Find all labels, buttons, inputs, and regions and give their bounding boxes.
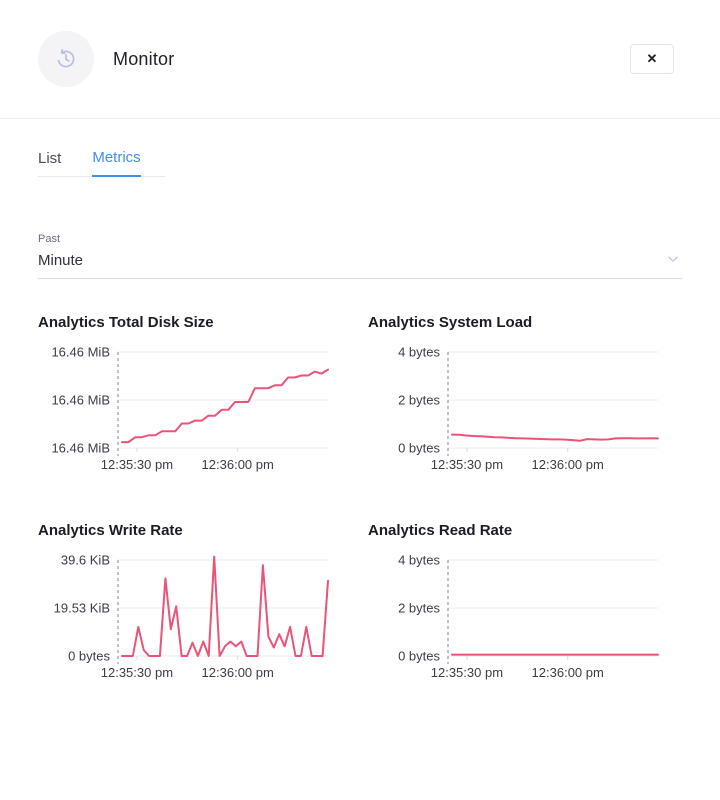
x-axis-tick-label: 12:36:00 pm xyxy=(202,665,274,680)
tab-bar: List Metrics xyxy=(38,149,165,177)
chart-system-load: Analytics System Load 4 bytes 2 bytes 0 by… xyxy=(368,314,660,480)
x-axis-tick-label: 12:35:30 pm xyxy=(431,457,503,472)
chart-title: Analytics System Load xyxy=(368,314,533,331)
y-axis-tick-label: 4 bytes xyxy=(398,553,440,568)
y-axis-tick-label: 4 bytes xyxy=(398,345,440,360)
x-axis-tick-label: 12:35:30 pm xyxy=(101,665,173,680)
past-select-value: Minute xyxy=(38,252,84,269)
chart-total-disk-size: Analytics Total Disk Size 16.46 MiB 16.46… xyxy=(38,314,330,480)
page-title: Monitor xyxy=(113,48,175,69)
chart-line xyxy=(121,555,329,657)
charts-grid: Analytics Total Disk Size 16.46 MiB 16.46… xyxy=(38,314,720,688)
chart-line xyxy=(121,368,329,444)
x-axis-tick-label: 12:35:30 pm xyxy=(431,665,503,680)
avatar xyxy=(38,31,94,87)
y-axis-tick-label: 19.53 KiB xyxy=(54,601,110,616)
x-axis-tick-label: 12:36:00 pm xyxy=(532,665,604,680)
y-axis-tick-label: 0 bytes xyxy=(68,649,110,664)
chart-line xyxy=(451,433,659,442)
past-select-label: Past xyxy=(38,233,61,245)
y-axis-tick-label: 16.46 MiB xyxy=(51,393,110,408)
tab-list[interactable]: List xyxy=(38,149,61,176)
y-axis-tick-label: 16.46 MiB xyxy=(51,345,110,360)
panel-header: Monitor ✕ xyxy=(0,0,720,119)
chevron-down-icon xyxy=(668,256,678,262)
x-axis-tick-label: 12:36:00 pm xyxy=(532,457,604,472)
chart-title: Analytics Write Rate xyxy=(38,522,183,539)
close-button[interactable]: ✕ xyxy=(630,44,674,74)
chart-title: Analytics Total Disk Size xyxy=(38,314,214,331)
history-clock-icon xyxy=(57,48,75,68)
y-axis-tick-label: 16.46 MiB xyxy=(51,441,110,456)
chart-write-rate: Analytics Write Rate 39.6 KiB 19.53 KiB 0 … xyxy=(38,522,330,688)
chart-title: Analytics Read Rate xyxy=(368,522,513,539)
y-axis-tick-label: 0 bytes xyxy=(398,441,440,456)
y-axis-tick-label: 0 bytes xyxy=(398,649,440,664)
past-select[interactable]: Past Minute xyxy=(38,233,682,279)
y-axis-tick-label: 2 bytes xyxy=(398,393,440,408)
x-axis-tick-label: 12:36:00 pm xyxy=(202,457,274,472)
y-axis-tick-label: 2 bytes xyxy=(398,601,440,616)
chart-read-rate: Analytics Read Rate 4 bytes 2 bytes 0 byte… xyxy=(368,522,660,688)
x-axis-tick-label: 12:35:30 pm xyxy=(101,457,173,472)
tab-metrics[interactable]: Metrics xyxy=(92,149,141,177)
y-axis-tick-label: 39.6 KiB xyxy=(61,553,110,568)
